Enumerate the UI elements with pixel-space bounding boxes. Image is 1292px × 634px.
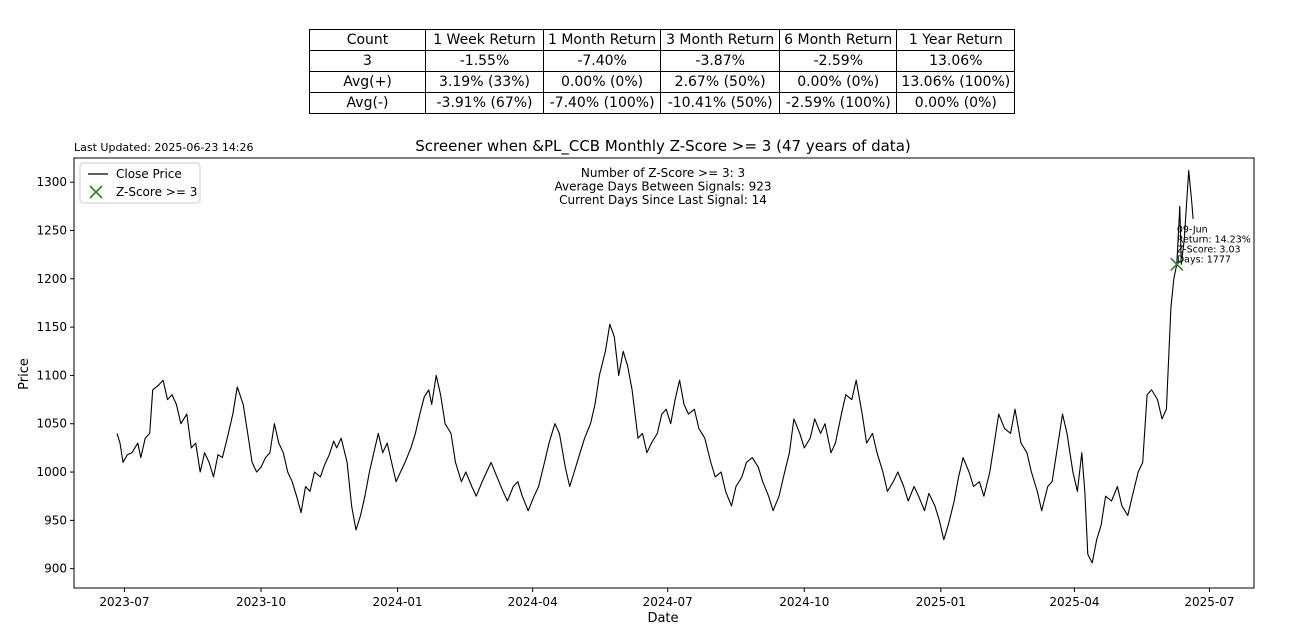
y-tick-label: 1300 [36, 175, 67, 189]
x-tick-label: 2024-01 [373, 595, 423, 609]
signal-marker [1170, 257, 1184, 271]
x-tick-label: 2024-10 [779, 595, 829, 609]
x-tick-label: 2025-04 [1049, 595, 1099, 609]
x-tick-label: 2024-07 [643, 595, 693, 609]
x-tick-label: 2023-10 [236, 595, 286, 609]
y-tick-label: 1250 [36, 223, 67, 237]
legend-marker-swatch [89, 185, 103, 199]
y-axis-label: Price [17, 358, 32, 390]
legend-label: Close Price [116, 167, 182, 181]
stats-cell: -7.40% [542, 50, 662, 72]
x-tick-label: 2024-04 [508, 595, 558, 609]
y-tick-label: 1000 [36, 465, 67, 479]
stats-cell: 0.00% (0%) [896, 92, 1016, 114]
signal-annotation-line: Return: 14.23% [1177, 234, 1251, 245]
stats-cell: 13.06% (100%) [896, 71, 1016, 93]
x-tick-label: 2025-01 [916, 595, 966, 609]
stats-cell: -10.41% (50%) [660, 92, 781, 114]
signal-info-line: Average Days Between Signals: 923 [554, 180, 771, 194]
y-tick-label: 1200 [36, 272, 67, 286]
y-tick-label: 1150 [36, 320, 67, 334]
legend-label: Z-Score >= 3 [116, 185, 197, 199]
returns-stats-table: Count 1 Week Return 1 Month Return 3 Month … [309, 29, 1016, 114]
signal-annotation-line: Days: 1777 [1177, 254, 1231, 265]
signal-annotation-line: Z-Score: 3.03 [1177, 244, 1241, 255]
x-tick-label: 2025-07 [1184, 595, 1234, 609]
stats-cell: 13.06% [896, 50, 1016, 72]
x-axis-label: Date [647, 611, 678, 626]
stats-header-cell: 1 Year Return [896, 29, 1016, 51]
y-tick-label: 1100 [36, 368, 67, 382]
plot-frame [73, 157, 1255, 589]
signal-info-line: Current Days Since Last Signal: 14 [559, 193, 767, 207]
stats-header-cell: 6 Month Return [779, 29, 898, 51]
stats-cell: Avg(-) [309, 92, 426, 114]
legend-box [79, 162, 201, 204]
y-tick-label: 950 [44, 513, 67, 527]
signal-annotation-line: 09-Jun [1177, 224, 1208, 235]
last-updated-text: Last Updated: 2025-06-23 14:26 [74, 141, 254, 154]
stats-cell: -3.91% (67%) [425, 92, 544, 114]
chart-title: Screener when &PL_CCB Monthly Z-Score >=… [415, 137, 910, 156]
stats-cell: 0.00% (0%) [779, 71, 898, 93]
chart-plot-area: 900 950 1000 1050 1100 1150 1200 1250 1300 2023-0… [36, 157, 1255, 609]
stats-cell: -3.87% [660, 50, 781, 72]
stats-row: Avg(-) -3.91% (67%) -7.40% (100%) -10.41% (… [309, 92, 1016, 114]
y-tick-label: 1050 [36, 417, 67, 431]
signal-info-line: Number of Z-Score >= 3: 3 [581, 166, 745, 180]
stats-table-body: Count 1 Week Return 1 Month Return 3 Month … [309, 29, 1016, 114]
x-tick-label: 2023-07 [99, 595, 149, 609]
close-price-line [116, 170, 1194, 564]
stats-cell: 2.67% (50%) [660, 71, 781, 93]
stats-cell: -2.59% (100%) [779, 92, 898, 114]
stats-header-row: Count 1 Week Return 1 Month Return 3 Month … [309, 29, 1016, 51]
y-tick-label: 900 [44, 562, 67, 576]
stats-cell: -7.40% (100%) [542, 92, 662, 114]
